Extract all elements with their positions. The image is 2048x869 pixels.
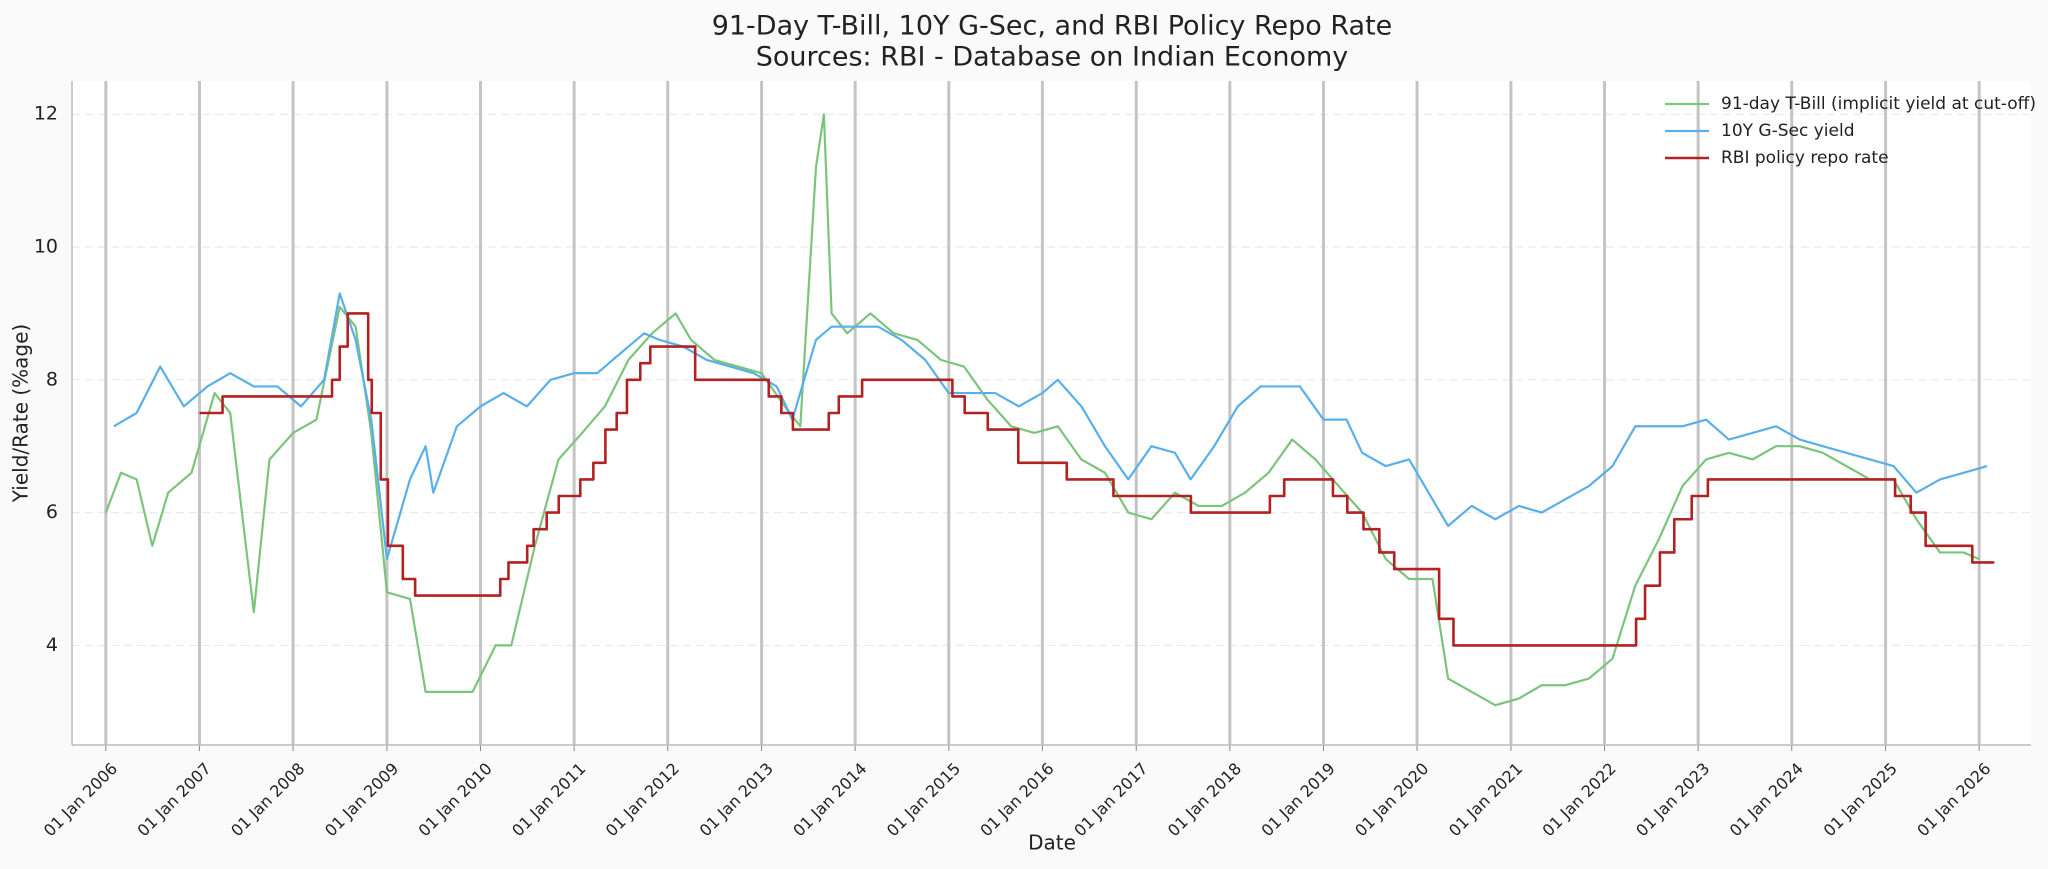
chart-subtitle: Sources: RBI - Database on Indian Econom… bbox=[756, 42, 1349, 73]
y-tick-label: 8 bbox=[46, 368, 58, 390]
chart-title: 91-Day T-Bill, 10Y G-Sec, and RBI Policy… bbox=[712, 11, 1393, 42]
y-tick-label: 6 bbox=[46, 501, 58, 523]
y-tick-label: 10 bbox=[34, 236, 58, 258]
y-tick-label: 4 bbox=[46, 634, 58, 656]
legend-label: 10Y G-Sec yield bbox=[1721, 121, 1855, 141]
y-axis-label: Yield/Rate (%age) bbox=[9, 324, 33, 503]
series-line bbox=[199, 312, 1995, 647]
y-tick-label: 12 bbox=[34, 103, 58, 125]
legend-label: 91-day T-Bill (implicit yield at cut-off… bbox=[1721, 94, 2036, 114]
plot-area bbox=[72, 81, 2031, 745]
series-line bbox=[113, 292, 1988, 561]
legend-label: RBI policy repo rate bbox=[1721, 148, 1889, 168]
x-axis-label: Date bbox=[1028, 831, 1076, 855]
